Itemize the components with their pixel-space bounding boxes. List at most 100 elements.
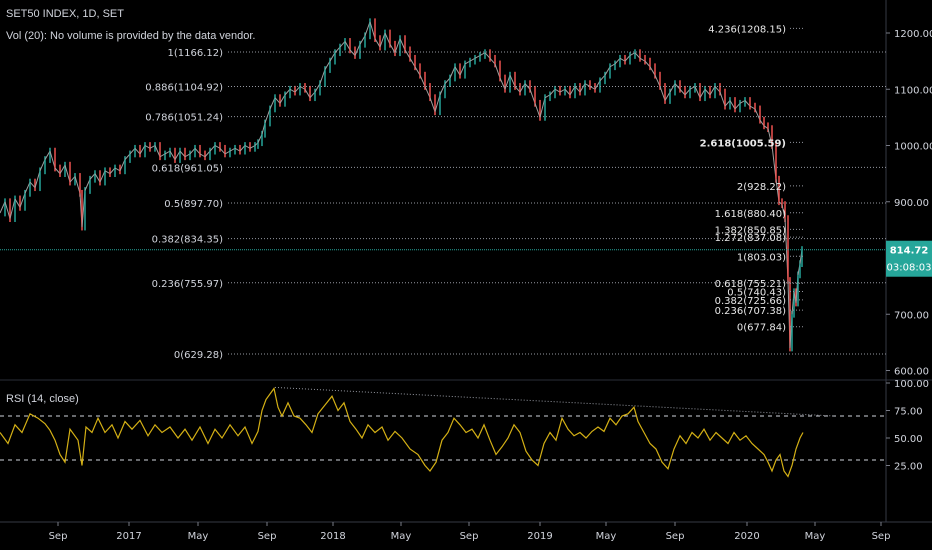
rsi-trendline <box>274 386 835 417</box>
price-path-segment <box>744 100 751 107</box>
price-path-segment <box>584 83 591 87</box>
price-path-segment <box>129 147 136 155</box>
price-path-segment <box>329 52 336 62</box>
time-tick-label: Sep <box>460 531 479 542</box>
price-path-segment <box>484 52 491 59</box>
price-path-segment <box>719 91 726 107</box>
price-path-segment <box>349 49 356 56</box>
price-path-segment <box>179 150 186 158</box>
fib-labels: 1(1166.12) 0.886(1104.92) 0.786(1051.24) 0.… <box>0 24 886 417</box>
price-path-segment <box>574 86 581 93</box>
price-path-segment <box>139 145 146 155</box>
price-tick-label: 1000.00 <box>894 142 932 153</box>
price-path-segment <box>629 52 636 56</box>
price-path-segment <box>319 69 326 84</box>
price-path-segment <box>439 83 446 96</box>
time-tick-label: May <box>391 531 412 542</box>
price-path-segment <box>729 100 736 110</box>
price-path-segment <box>49 150 56 169</box>
price-path-segment <box>359 35 366 45</box>
price-path-segment <box>0 201 6 214</box>
price-tick-label: 600.00 <box>894 367 929 378</box>
price-path-segment <box>199 153 206 158</box>
price-path-segment <box>379 32 386 48</box>
price-path-segment <box>674 83 681 90</box>
fib-small-label: 0.618(755.21) <box>715 279 787 290</box>
price-path-segment <box>9 198 16 219</box>
price-path-segment <box>154 145 161 157</box>
fib-level-label: 0.886(1104.92) <box>145 82 223 93</box>
fib-small-label: 0.382(725.66) <box>715 296 787 307</box>
fib-level-label: 1(1166.12) <box>167 48 223 59</box>
price-path-segment <box>424 86 431 98</box>
price-path-segment <box>594 80 601 90</box>
fib-level-label: 0.618(961.05) <box>152 163 224 174</box>
fib-small-label: 0(677.84) <box>737 323 786 334</box>
price-path-segment <box>569 86 576 96</box>
time-tick-label: 2019 <box>527 531 552 542</box>
price-path-segment <box>604 66 611 76</box>
price-path-segment <box>84 179 91 191</box>
price-path-segment <box>644 60 651 68</box>
price-path-segment <box>449 66 456 79</box>
price-path-segment <box>714 86 721 93</box>
price-path-segment <box>684 88 691 96</box>
price-path-segment <box>479 52 486 56</box>
rsi-tick-label: 50.00 <box>894 434 923 445</box>
time-tick-label: Sep <box>872 531 891 542</box>
price-path-segment <box>374 38 381 48</box>
price-path-segment <box>664 91 671 101</box>
price-path-segment <box>64 165 71 183</box>
time-tick-label: May <box>188 531 209 542</box>
price-path-segment <box>499 77 506 90</box>
price-path-segment <box>699 88 706 98</box>
price-path-segment <box>589 86 596 90</box>
price-path-segment <box>364 21 371 36</box>
price-path-segment <box>414 66 421 76</box>
price-path-segment <box>19 193 26 208</box>
price-path-segment <box>654 74 661 87</box>
price-path-segment <box>459 63 466 76</box>
fib-ext-label: 2.618(1005.59) <box>700 138 786 149</box>
price-path-segment <box>669 83 676 93</box>
price-path-segment <box>724 100 731 107</box>
fib-ext-label: 2(928.22) <box>737 182 786 193</box>
price-path-segment <box>504 75 511 90</box>
price-path-segment <box>444 77 451 84</box>
price-path-segment <box>34 170 41 188</box>
price-path-segment <box>284 88 291 96</box>
price-tick-label: 1200.00 <box>894 29 932 40</box>
fib-small-label: 0.5(740.43) <box>727 288 786 299</box>
price-path-segment <box>29 181 36 189</box>
price-path-segment <box>519 83 526 93</box>
price-path-segment <box>94 173 101 183</box>
price-path-segment <box>279 94 286 104</box>
price-path-segment <box>274 97 281 104</box>
price-path-segment <box>164 150 171 155</box>
fib-ext-label: 1.272(837.08) <box>715 233 787 244</box>
price-path-segment <box>174 150 181 160</box>
price-path-segment <box>544 94 551 99</box>
price-path-segment <box>209 145 216 152</box>
price-path-segment <box>224 150 231 155</box>
price-path-segment <box>694 86 701 98</box>
price-path-segment <box>54 167 61 174</box>
price-path-segment <box>324 60 331 70</box>
price-path-segment <box>339 41 346 48</box>
price-path-segment <box>204 150 211 158</box>
price-path-segment <box>709 86 716 96</box>
price-path-segment <box>229 147 236 152</box>
price-path-segment <box>739 100 746 104</box>
price-path-segment <box>234 147 241 152</box>
price-path-segment <box>549 88 556 96</box>
price-path-segment <box>749 105 756 110</box>
fib-small-label: 0.236(707.38) <box>715 306 787 317</box>
time-tick-label: Sep <box>258 531 277 542</box>
fib-level-label: 0.236(755.97) <box>152 279 224 290</box>
fib-ext-label: 1(803.03) <box>737 252 786 263</box>
price-path-segment <box>354 44 361 56</box>
price-path-segment <box>184 153 191 158</box>
fib-level-label: 0(629.28) <box>174 350 223 361</box>
